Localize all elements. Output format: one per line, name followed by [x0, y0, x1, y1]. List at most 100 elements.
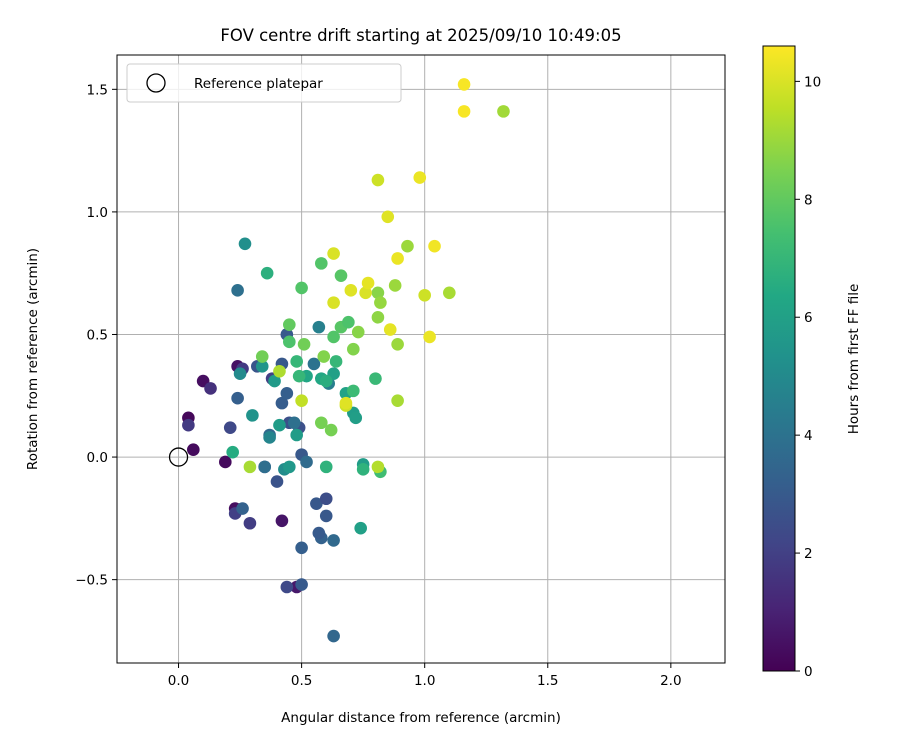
- data-point: [270, 475, 284, 488]
- data-point: [312, 526, 326, 540]
- data-point: [413, 171, 427, 184]
- data-point: [187, 443, 200, 457]
- data-point: [327, 296, 340, 309]
- data-point: [371, 286, 385, 300]
- data-point: [236, 502, 249, 515]
- data-point: [297, 337, 311, 351]
- data-point: [283, 318, 296, 331]
- data-point: [319, 492, 333, 506]
- data-point: [347, 342, 360, 356]
- data-point: [391, 337, 404, 351]
- data-point: [418, 288, 431, 302]
- colorbar-tick-label: 8: [804, 192, 813, 208]
- data-point: [258, 460, 271, 474]
- plot-frame: [116, 54, 726, 664]
- x-tick-label: 1.5: [537, 673, 558, 689]
- data-point: [327, 330, 340, 344]
- data-point: [295, 281, 308, 295]
- reference-point-marker: [168, 447, 189, 467]
- data-point: [351, 325, 365, 339]
- y-tick-label: 0.0: [87, 450, 108, 466]
- data-point: [324, 423, 338, 437]
- data-point: [233, 367, 247, 381]
- x-tick-label: 0.0: [168, 673, 189, 689]
- data-point: [243, 516, 257, 530]
- colorbar-tick-label: 2: [804, 546, 813, 562]
- data-point: [182, 418, 195, 432]
- data-point: [287, 416, 301, 430]
- data-point: [273, 418, 286, 432]
- data-point: [310, 497, 323, 510]
- legend: Reference platepar: [126, 63, 402, 103]
- data-point: [457, 105, 471, 118]
- data-point: [361, 276, 375, 290]
- data-point: [317, 350, 331, 363]
- data-point: [371, 460, 385, 474]
- data-point: [423, 330, 436, 344]
- data-point: [238, 237, 252, 251]
- data-point: [329, 355, 343, 368]
- data-point: [381, 210, 395, 224]
- data-point: [391, 394, 404, 407]
- data-point: [275, 396, 289, 410]
- data-point: [319, 460, 333, 474]
- data-point: [359, 286, 372, 300]
- data-point: [401, 239, 414, 253]
- data-point: [369, 372, 382, 385]
- data-point: [319, 509, 333, 523]
- data-point: [283, 335, 296, 349]
- data-point: [226, 445, 239, 459]
- chart-title: FOV centre drift starting at 2025/09/10 …: [220, 26, 621, 45]
- data-point: [290, 355, 303, 368]
- data-point: [231, 284, 244, 297]
- data-point: [246, 409, 259, 422]
- data-point: [443, 286, 456, 300]
- data-point: [280, 387, 294, 400]
- colorbar-ticks: 0 2 4 6 8 10: [795, 74, 821, 680]
- data-point: [349, 411, 363, 425]
- colorbar-label: Hours from first FF file: [846, 284, 862, 435]
- data-point: [315, 257, 328, 270]
- data-point: [457, 78, 471, 91]
- data-point: [283, 460, 296, 474]
- data-point: [327, 629, 340, 643]
- data-point: [334, 269, 348, 282]
- y-tick-label: −0.5: [75, 573, 108, 589]
- y-tick-label: 1.5: [87, 82, 108, 98]
- data-point: [371, 311, 385, 324]
- data-point: [255, 360, 269, 373]
- data-point: [223, 421, 237, 434]
- legend-marker-icon: [146, 73, 166, 93]
- data-point: [204, 382, 217, 395]
- data-point: [300, 455, 313, 469]
- y-axis-ticks: −0.5 0.0 0.5 1.0 1.5: [75, 82, 117, 589]
- y-axis-label: Rotation from reference (arcmin): [25, 248, 41, 470]
- colorbar-tick-label: 6: [804, 310, 813, 326]
- data-point: [391, 252, 404, 265]
- grid-lines: [117, 55, 725, 663]
- data-point: [428, 239, 441, 253]
- data-point: [255, 350, 269, 363]
- y-tick-label: 1.0: [87, 205, 108, 221]
- data-point: [342, 315, 355, 329]
- legend-box: [126, 63, 402, 103]
- data-point: [275, 514, 289, 528]
- data-point: [260, 266, 274, 280]
- y-tick-label: 0.5: [87, 327, 108, 343]
- data-points: [182, 78, 510, 643]
- x-axis-label: Angular distance from reference (arcmin): [281, 710, 561, 726]
- data-point: [231, 391, 244, 405]
- data-point: [273, 364, 286, 378]
- x-tick-label: 1.0: [414, 673, 435, 689]
- colorbar-tick-label: 10: [804, 74, 821, 90]
- data-point: [268, 374, 281, 388]
- colorbar: 0 2 4 6 8 10 Hours from first FF file: [762, 45, 862, 680]
- data-point: [263, 431, 276, 444]
- data-point: [347, 384, 360, 398]
- data-point: [356, 463, 370, 476]
- data-point: [292, 369, 306, 383]
- data-point: [344, 284, 358, 297]
- data-point: [312, 320, 326, 334]
- data-point: [315, 416, 328, 430]
